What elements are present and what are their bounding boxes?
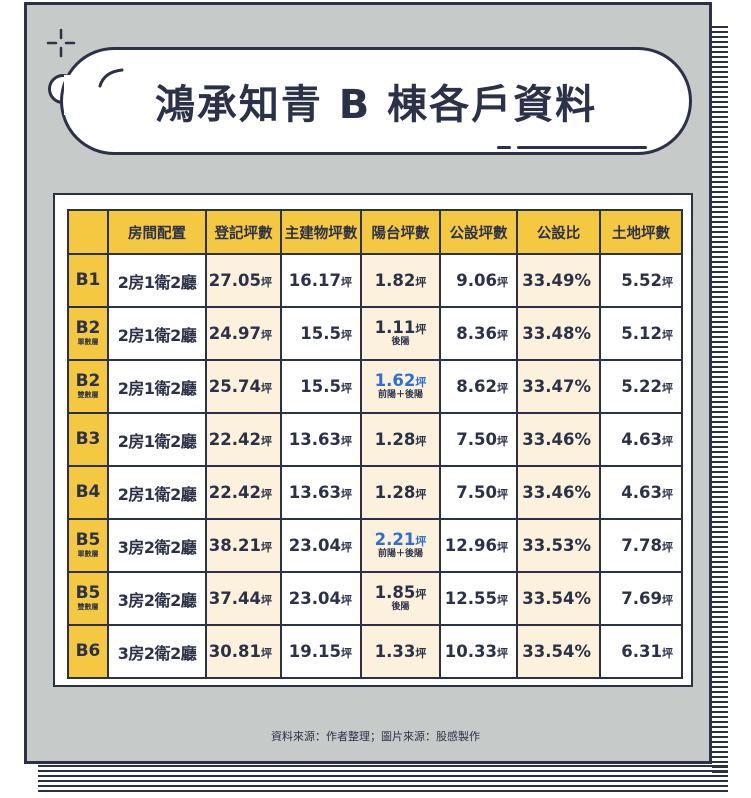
common-ratio-cell: 33.46% <box>516 465 601 520</box>
title-bubble: 鴻承知青 B 棟各戶資料 <box>60 47 692 155</box>
common-area-cell: 8.62坪 <box>439 359 518 414</box>
registered-area-cell: 22.42坪 <box>205 412 282 467</box>
header-cell-common-area: 公設坪數 <box>439 209 518 255</box>
balcony-area-cell: 1.62坪 前陽＋後陽 <box>360 359 441 414</box>
source-caption: 資料來源：作者整理；圖片來源：股感製作 <box>271 730 480 743</box>
layout-cell: 2房1衛2廳 <box>107 306 207 361</box>
layout-cell: 3房2衛2廳 <box>107 571 207 626</box>
unit-cell: B1 <box>67 253 109 308</box>
table-row: B4 2房1衛2廳 22.42坪 13.63坪 1.28坪 7.50坪 33.46% 4.63… <box>67 465 683 520</box>
balcony-area-cell: 1.82坪 <box>360 253 441 308</box>
title-bubble-ear-mask <box>64 75 82 115</box>
registered-area-cell: 24.97坪 <box>205 306 282 361</box>
header-cell-common-ratio: 公設比 <box>516 209 601 255</box>
balcony-note: 前陽＋後陽 <box>377 389 423 400</box>
table-row: B6 3房2衛2廳 30.81坪 19.15坪 1.33坪 10.33坪 33.54% 6.3… <box>67 624 683 679</box>
land-area-cell: 5.52坪 <box>599 253 683 308</box>
balcony-note: 後陽 <box>391 336 410 347</box>
layout-cell: 2房1衛2廳 <box>107 412 207 467</box>
common-ratio-cell: 33.53% <box>516 518 601 573</box>
common-ratio-cell: 33.54% <box>516 571 601 626</box>
title-bubble-highlight <box>98 68 124 88</box>
unit-cell: B5 單數層 <box>67 518 109 573</box>
table-row: B3 2房1衛2廳 22.42坪 13.63坪 1.28坪 7.50坪 33.46% 4.63… <box>67 412 683 467</box>
registered-area-cell: 25.74坪 <box>205 359 282 414</box>
main-building-area-cell: 23.04坪 <box>280 518 362 573</box>
registered-area-cell: 22.42坪 <box>205 465 282 520</box>
registered-area-cell: 30.81坪 <box>205 624 282 679</box>
main-building-area-cell: 15.5坪 <box>280 306 362 361</box>
decorative-stripes-right <box>712 26 728 774</box>
common-ratio-cell: 33.54% <box>516 624 601 679</box>
header-cell-land: 土地坪數 <box>599 209 683 255</box>
common-area-cell: 8.36坪 <box>439 306 518 361</box>
unit-cell: B3 <box>67 412 109 467</box>
common-area-cell: 7.50坪 <box>439 412 518 467</box>
unit-cell: B6 <box>67 624 109 679</box>
header-cell-unit <box>67 209 109 255</box>
page-title: 鴻承知青 B 棟各戶資料 <box>154 82 598 128</box>
land-area-cell: 7.78坪 <box>599 518 683 573</box>
layout-cell: 2房1衛2廳 <box>107 253 207 308</box>
header-cell-main-building: 主建物坪數 <box>280 209 362 255</box>
layout-cell: 3房2衛2廳 <box>107 624 207 679</box>
land-area-cell: 6.31坪 <box>599 624 683 679</box>
table-row: B2 單數層 2房1衛2廳 24.97坪 15.5坪 1.11坪 後陽 8.36坪 33.48%… <box>67 306 683 361</box>
balcony-note: 前陽＋後陽 <box>377 548 423 559</box>
main-building-area-cell: 23.04坪 <box>280 571 362 626</box>
layout-cell: 2房1衛2廳 <box>107 465 207 520</box>
table-row: B5 單數層 3房2衛2廳 38.21坪 23.04坪 2.21坪 前陽＋後陽 12.96坪 3… <box>67 518 683 573</box>
balcony-area-cell: 1.28坪 <box>360 465 441 520</box>
unit-floor-note: 單數層 <box>77 550 99 559</box>
registered-area-cell: 38.21坪 <box>205 518 282 573</box>
main-building-area-cell: 16.17坪 <box>280 253 362 308</box>
registered-area-cell: 37.44坪 <box>205 571 282 626</box>
header-cell-balcony: 陽台坪數 <box>360 209 441 255</box>
land-area-cell: 4.63坪 <box>599 412 683 467</box>
table-row: B1 2房1衛2廳 27.05坪 16.17坪 1.82坪 9.06坪 33.49% 5.52… <box>67 253 683 308</box>
layout-cell: 2房1衛2廳 <box>107 359 207 414</box>
layout-cell: 3房2衛2廳 <box>107 518 207 573</box>
common-ratio-cell: 33.47% <box>516 359 601 414</box>
sparkle-icon <box>46 28 76 58</box>
land-area-cell: 7.69坪 <box>599 571 683 626</box>
unit-cell: B2 雙數層 <box>67 359 109 414</box>
land-area-cell: 4.63坪 <box>599 465 683 520</box>
registered-area-cell: 27.05坪 <box>205 253 282 308</box>
unit-cell: B2 單數層 <box>67 306 109 361</box>
common-area-cell: 7.50坪 <box>439 465 518 520</box>
balcony-area-cell: 1.28坪 <box>360 412 441 467</box>
common-ratio-cell: 33.46% <box>516 412 601 467</box>
main-building-area-cell: 13.63坪 <box>280 412 362 467</box>
header-cell-registered: 登記坪數 <box>205 209 282 255</box>
common-area-cell: 9.06坪 <box>439 253 518 308</box>
balcony-area-cell: 1.11坪 後陽 <box>360 306 441 361</box>
common-ratio-cell: 33.48% <box>516 306 601 361</box>
balcony-area-cell: 1.85坪 後陽 <box>360 571 441 626</box>
table-row: B5 雙數層 3房2衛2廳 37.44坪 23.04坪 1.85坪 後陽 12.55坪 33.5… <box>67 571 683 626</box>
unit-floor-note: 雙數層 <box>77 391 99 400</box>
land-area-cell: 5.12坪 <box>599 306 683 361</box>
balcony-area-cell: 2.21坪 前陽＋後陽 <box>360 518 441 573</box>
common-ratio-cell: 33.49% <box>516 253 601 308</box>
table-header-row: 房間配置 登記坪數 主建物坪數 陽台坪數 公設坪數 公設比 土地坪數 <box>67 209 683 255</box>
common-area-cell: 12.55坪 <box>439 571 518 626</box>
main-building-area-cell: 19.15坪 <box>280 624 362 679</box>
land-area-cell: 5.22坪 <box>599 359 683 414</box>
table-row: B2 雙數層 2房1衛2廳 25.74坪 15.5坪 1.62坪 前陽＋後陽 8.62坪 33.… <box>67 359 683 414</box>
main-building-area-cell: 15.5坪 <box>280 359 362 414</box>
unit-data-table: 房間配置 登記坪數 主建物坪數 陽台坪數 公設坪數 公設比 土地坪數 B1 2房1… <box>67 209 683 679</box>
main-building-area-cell: 13.63坪 <box>280 465 362 520</box>
common-area-cell: 10.33坪 <box>439 624 518 679</box>
unit-cell: B5 雙數層 <box>67 571 109 626</box>
balcony-note: 後陽 <box>391 601 410 612</box>
title-underline-decoration <box>497 146 647 154</box>
balcony-area-cell: 1.33坪 <box>360 624 441 679</box>
common-area-cell: 12.96坪 <box>439 518 518 573</box>
header-cell-layout: 房間配置 <box>107 209 207 255</box>
unit-cell: B4 <box>67 465 109 520</box>
decorative-stripes-bottom <box>38 765 728 795</box>
unit-floor-note: 單數層 <box>77 338 99 347</box>
unit-floor-note: 雙數層 <box>77 603 99 612</box>
